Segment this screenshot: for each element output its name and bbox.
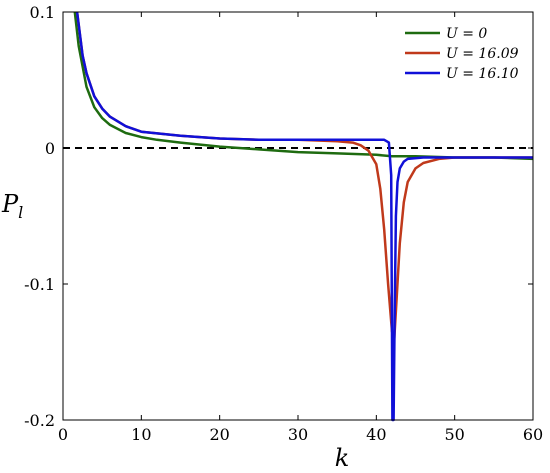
x-tick-label: 10	[131, 425, 151, 444]
x-tick-label: 0	[58, 425, 68, 444]
y-tick-label: 0	[45, 139, 55, 158]
x-tick-label: 50	[444, 425, 464, 444]
x-tick-label: 30	[288, 425, 308, 444]
y-axis-label-subscript: l	[18, 203, 23, 222]
y-axis-label: Pl	[1, 190, 23, 222]
x-tick-label: 20	[209, 425, 229, 444]
x-tick-label: 40	[366, 425, 386, 444]
y-tick-label: -0.2	[24, 411, 55, 430]
x-axis-label: k	[335, 444, 350, 472]
x-tick-label: 60	[523, 425, 543, 444]
y-tick-label: -0.1	[24, 275, 55, 294]
legend-label-1: U = 16.09	[446, 46, 519, 62]
legend-label-2: U = 16.10	[446, 66, 519, 82]
legend-label-0: U = 0	[446, 26, 487, 42]
y-tick-label: 0.1	[30, 3, 55, 22]
y-axis-label-main: P	[1, 190, 19, 218]
